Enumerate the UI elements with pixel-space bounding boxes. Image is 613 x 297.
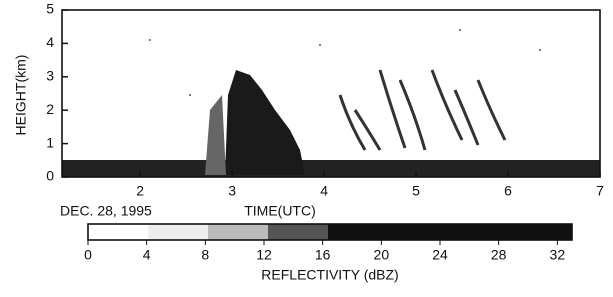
colorbar-segment: [88, 224, 148, 240]
echo-plume-edge: [205, 95, 226, 175]
colorbar-tick-label: 8: [201, 247, 209, 263]
colorbar-tick-label: 12: [256, 247, 272, 263]
speckle-dot: [149, 39, 151, 41]
echo-plume: [225, 70, 305, 175]
streak: [340, 95, 365, 150]
chart: HEIGHT(km) DEC. 28, 1995 TIME(UTC) REFLE…: [0, 0, 613, 297]
speckle-dot: [319, 44, 321, 46]
speckle-dot: [459, 29, 461, 31]
streak: [432, 70, 462, 140]
x-tick-label: 5: [412, 183, 420, 199]
colorbar-tick-label: 20: [374, 247, 390, 263]
x-tick-label: 4: [320, 183, 328, 199]
streak: [455, 90, 478, 145]
date-label: DEC. 28, 1995: [60, 203, 152, 219]
streak: [400, 80, 425, 150]
streak: [355, 110, 380, 150]
y-tick-label: 4: [46, 34, 54, 50]
colorbar-segment: [148, 224, 208, 240]
x-tick-label: 2: [136, 183, 144, 199]
x-tick-label: 6: [504, 183, 512, 199]
speckle-dot: [539, 49, 541, 51]
colorbar: [88, 224, 572, 240]
colorbar-tick-label: 16: [315, 247, 331, 263]
colorbar-tick-label: 0: [84, 247, 92, 263]
colorbar-label: REFLECTIVITY (dBZ): [261, 267, 398, 283]
colorbar-segment: [208, 224, 268, 240]
streak: [478, 80, 505, 140]
speckle-dot: [189, 94, 191, 96]
colorbar-segment: [328, 224, 572, 240]
speckle: [149, 29, 541, 96]
x-tick-label: 7: [596, 183, 604, 199]
y-tick-label: 2: [46, 101, 54, 117]
colorbar-tick-label: 32: [550, 247, 566, 263]
colorbar-tick-label: 4: [143, 247, 151, 263]
y-tick-label: 3: [46, 68, 54, 84]
ground-echo: [62, 160, 600, 177]
x-tick-label: 3: [228, 183, 236, 199]
fall-streaks: [340, 70, 505, 150]
colorbar-segment: [268, 224, 328, 240]
plot-frame: [62, 10, 600, 177]
colorbar-tick-label: 24: [432, 247, 448, 263]
colorbar-tick-label: 28: [491, 247, 507, 263]
y-axis-label: HEIGHT(km): [13, 55, 29, 136]
y-tick-label: 0: [46, 168, 54, 184]
x-axis-label: TIME(UTC): [244, 203, 316, 219]
echo-layer: [62, 29, 600, 177]
y-tick-label: 1: [46, 134, 54, 150]
y-tick-label: 5: [46, 1, 54, 17]
